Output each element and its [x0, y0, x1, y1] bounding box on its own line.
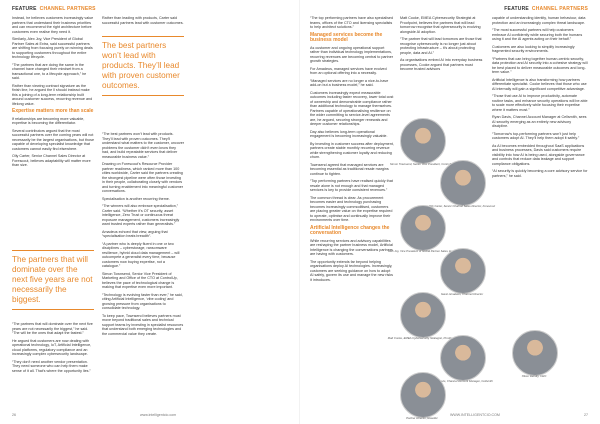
- headshot: [440, 335, 486, 381]
- paragraph: “They don’t need another vendor presenta…: [12, 359, 91, 373]
- paragraph: “The partner that will lead tomorrow are…: [400, 37, 482, 55]
- photo-caption: Partner Director, Reseller: [406, 416, 438, 420]
- paragraph: Ryan Davis, Channel Account Manager at C…: [492, 115, 587, 128]
- photo-caption: Olly Carter, Senior Channel Sales Direct…: [428, 204, 496, 208]
- paragraph: “The most successful partners will help …: [492, 28, 583, 41]
- paragraph: “The top performing partners have also s…: [310, 16, 394, 29]
- text-column: Instead, he believes customers increasin…: [12, 16, 94, 171]
- subheading: Expertise matters more than scale: [12, 108, 94, 114]
- right-page: FEATURE CHANNEL PARTNERS “The top perform…: [300, 0, 600, 424]
- paragraph: By investing in customer success after d…: [310, 141, 394, 160]
- footer-site: WWW.INTELLIGENTCIO.COM: [450, 413, 500, 417]
- headshot: [400, 292, 446, 338]
- subheading: Artificial Intelligence changes the conv…: [310, 224, 390, 237]
- headshot: [440, 248, 486, 294]
- headshot: [440, 160, 486, 206]
- paragraph: Instead, he believes customers increasin…: [12, 16, 94, 34]
- text-column: Rather than leading with products, Carte…: [102, 16, 184, 28]
- text-column: “The best partners won’t lead with produ…: [102, 132, 184, 339]
- paragraph: “Top performing partners have realised q…: [310, 179, 393, 193]
- paragraph: Rather than leading with products, Carte…: [102, 16, 184, 25]
- paragraph: Customers increasingly expect measurable…: [310, 90, 394, 127]
- subheading: Managed services become the business mod…: [310, 31, 383, 44]
- text-column: capable of understanding identity, human…: [492, 16, 588, 181]
- text-column: “The top performing partners have also s…: [310, 16, 394, 285]
- paragraph: “A partner who is deeply fluent in one o…: [102, 241, 180, 269]
- photo-caption: Simon Townsend, Senior Vice President, C…: [390, 162, 454, 166]
- paragraph: Simon Townsend, Senior Vice President of…: [102, 271, 178, 290]
- photo-caption: Ryan Davis, Channel Account Manager, Cel…: [431, 379, 493, 383]
- headshot: [400, 372, 446, 418]
- paragraph: As organisations embed AI into everyday …: [400, 58, 483, 71]
- section-header: FEATURE CHANNEL PARTNERS: [504, 6, 588, 12]
- photo-caption: Alex Joy, Vice President of Global Partn…: [388, 249, 456, 253]
- pull-quote-text: The partners that will dominate over the…: [12, 255, 93, 304]
- paragraph: The opportunity extends far beyond helpi…: [310, 259, 393, 282]
- paragraph: The common thread is clear. As procureme…: [310, 195, 393, 223]
- text-column: “The partners that will dominate over th…: [12, 322, 94, 376]
- paragraph: To keep pace, Townsend believes partners…: [102, 313, 184, 336]
- page-number: 27: [584, 413, 588, 417]
- footer-site: www.intelligentcio.com: [140, 413, 177, 417]
- paragraph: Matt Cooke, EMEA Cybersecurity Strategis…: [400, 16, 481, 34]
- paragraph: “Tomorrow’s top-performing partners won’…: [492, 131, 580, 141]
- paragraph: Specialisation is another recurring them…: [102, 196, 170, 201]
- photo-caption: Oliver Hendry, CEO: [521, 374, 547, 378]
- section-label: FEATURE: [504, 6, 529, 12]
- paragraph: capable of understanding identity, human…: [492, 16, 586, 25]
- paragraph: Day also believes long-term operational …: [310, 129, 388, 139]
- paragraph: Customers are also looking to simplify i…: [492, 44, 575, 54]
- section-title: CHANNEL PARTNERS: [39, 6, 96, 12]
- section-label: FEATURE: [12, 6, 37, 12]
- left-page: FEATURE CHANNEL PARTNERS Instead, he beli…: [12, 6, 184, 417]
- pull-quote: The best partners won’t lead with produc…: [102, 36, 184, 96]
- headshot: [400, 118, 446, 164]
- paragraph: “The best partners won’t lead with produ…: [102, 132, 184, 159]
- text-column: Matt Cooke, EMEA Cybersecurity Strategis…: [400, 16, 484, 75]
- paragraph: Artificial Intelligence is also transfor…: [492, 77, 587, 91]
- section-title: CHANNEL PARTNERS: [531, 6, 588, 12]
- paragraph: As AI becomes embedded throughout SaaS a…: [492, 143, 585, 166]
- paragraph: “The partners that will dominate over th…: [12, 322, 93, 335]
- paragraph: “Those that use AI to improve productivi…: [492, 94, 588, 112]
- paragraph: “Managed services are no longer a nice-t…: [310, 78, 389, 88]
- paragraph: “AI security is quickly becoming a core …: [492, 169, 588, 178]
- paragraph: Amadeus echoed that view, arguing that “…: [102, 229, 168, 239]
- pull-quote-text: The best partners won’t lead with produc…: [102, 41, 180, 90]
- paragraph: For Amadeus, managed services have evolv…: [310, 66, 387, 76]
- paragraph: Olly Carter, Senior Channel Sales Direct…: [12, 154, 91, 168]
- paragraph: Similarly, Alex Joy, Vice President of G…: [12, 37, 93, 59]
- headshot: [512, 330, 558, 376]
- headshot: [400, 205, 446, 251]
- paragraph: Rather than viewing contract signature a…: [12, 83, 93, 106]
- paragraph: Townsend agreed that managed services ar…: [310, 162, 389, 176]
- paragraph: If relationships are becoming more valua…: [12, 116, 85, 126]
- paragraph: “The winners will also embrace specialis…: [102, 204, 180, 226]
- paragraph: Drawing on Forescout’s Resource Provider…: [102, 162, 183, 193]
- paragraph: As customer and ongoing operational supp…: [310, 45, 394, 64]
- paragraph: While recurring services and advisory ca…: [310, 238, 393, 257]
- section-header: FEATURE CHANNEL PARTNERS: [12, 6, 96, 12]
- paragraph: He argued that customers are now dealing…: [12, 338, 92, 357]
- paragraph: Several contributors argued that the mos…: [12, 128, 94, 151]
- photo-caption: Matt Cooke, EMEA Cybersecurity Strategis…: [387, 336, 457, 340]
- paragraph: “Technology is evolving faster than ever…: [102, 292, 183, 311]
- photo-caption: Gavin Amadeus, Channel Director: [440, 292, 484, 296]
- paragraph: “Partners that can bring together human-…: [492, 56, 588, 75]
- paragraph: “The partners that are doing the same in…: [12, 62, 87, 81]
- pull-quote: The partners that will dominate over the…: [12, 250, 94, 310]
- page-number: 26: [12, 413, 16, 417]
